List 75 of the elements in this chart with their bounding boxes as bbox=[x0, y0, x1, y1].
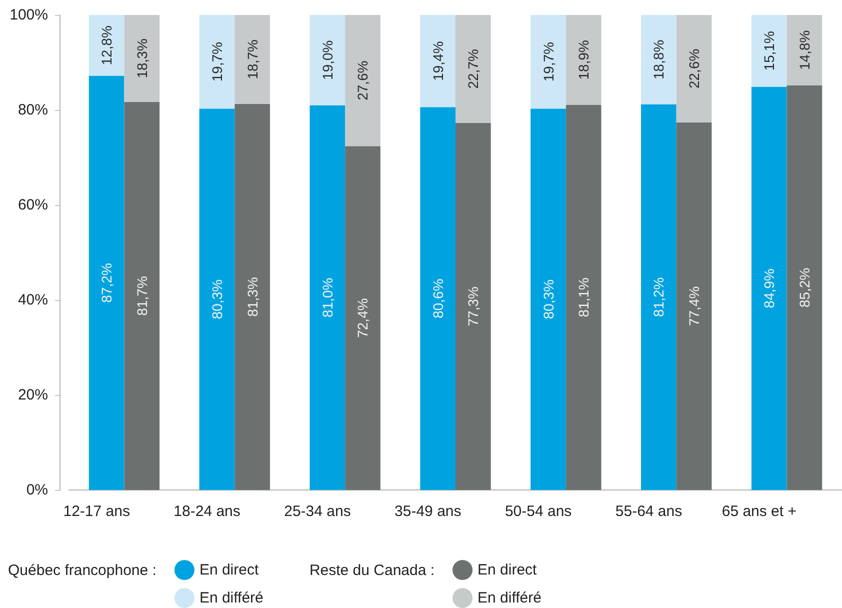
data-label: 18,8% bbox=[650, 40, 667, 80]
data-label: 80,3% bbox=[540, 279, 556, 320]
data-label: 85,2% bbox=[796, 268, 812, 308]
bar bbox=[88, 76, 124, 490]
bar bbox=[124, 15, 160, 102]
data-label: 84,9% bbox=[761, 268, 778, 308]
y-tick-label: 20% bbox=[18, 386, 48, 404]
bar bbox=[751, 86, 787, 490]
data-label: 15,1% bbox=[761, 31, 778, 71]
bar bbox=[566, 104, 602, 490]
data-label: 77,4% bbox=[686, 286, 702, 326]
y-tick-label: 100% bbox=[10, 6, 48, 24]
x-tick-label: 35-49 ans bbox=[394, 503, 462, 520]
x-tick-label: 55-64 ans bbox=[615, 503, 682, 520]
bar bbox=[345, 146, 380, 490]
x-tick-label: 12-17 ans bbox=[63, 503, 130, 520]
bar bbox=[199, 15, 235, 109]
bar bbox=[88, 15, 124, 76]
bar bbox=[641, 15, 676, 104]
bar bbox=[199, 108, 235, 490]
legend-label: En différé bbox=[478, 590, 542, 606]
y-tick-label: 0% bbox=[26, 482, 48, 498]
data-label: 81,0% bbox=[319, 278, 336, 318]
data-label: 18,7% bbox=[244, 40, 260, 80]
data-label: 80,6% bbox=[430, 278, 446, 318]
bar bbox=[676, 15, 712, 122]
y-tick-label: 60% bbox=[18, 196, 48, 214]
data-label: 81,2% bbox=[650, 277, 667, 317]
data-label: 19,4% bbox=[430, 41, 446, 81]
data-label: 18,3% bbox=[134, 38, 150, 78]
bar bbox=[456, 122, 491, 490]
bar bbox=[530, 108, 566, 490]
bar bbox=[124, 102, 160, 490]
text: Québec francophone : bbox=[8, 562, 156, 579]
x-tick-label: 25-34 ans bbox=[284, 503, 351, 520]
bar bbox=[234, 104, 270, 490]
bar bbox=[530, 15, 566, 109]
bar bbox=[751, 15, 787, 87]
data-label: 77,3% bbox=[465, 286, 482, 326]
bar bbox=[786, 15, 822, 86]
data-label: 12,8% bbox=[98, 26, 115, 66]
data-label: 81,7% bbox=[134, 276, 150, 316]
bar bbox=[420, 107, 456, 490]
bar bbox=[676, 122, 712, 490]
bar bbox=[310, 15, 346, 106]
y-tick-label: 40% bbox=[18, 292, 48, 308]
data-label: 19,0% bbox=[319, 40, 336, 80]
data-label: 27,6% bbox=[354, 60, 371, 100]
data-label: 80,3% bbox=[208, 279, 225, 320]
x-tick-label: 65 ans et + bbox=[722, 503, 797, 520]
x-tick-label: 50-54 ans bbox=[504, 503, 572, 520]
data-label: 14,8% bbox=[796, 30, 812, 70]
data-label: 87,2% bbox=[98, 263, 115, 303]
bar bbox=[456, 15, 491, 123]
bar bbox=[310, 105, 346, 490]
y-tick-label: 80% bbox=[18, 102, 48, 118]
bar bbox=[786, 85, 822, 490]
bar bbox=[641, 104, 676, 490]
data-label: 22,7% bbox=[465, 49, 482, 89]
text: Reste du Canada : bbox=[309, 562, 435, 579]
data-label: 19,7% bbox=[208, 42, 225, 82]
data-label: 19,7% bbox=[540, 42, 556, 82]
x-tick-label: 18-24 ans bbox=[174, 503, 240, 520]
bar bbox=[566, 15, 602, 105]
data-label: 18,9% bbox=[576, 40, 592, 80]
legend-label: En direct bbox=[478, 562, 538, 578]
data-label: 72,4% bbox=[354, 298, 371, 338]
bar bbox=[420, 15, 456, 108]
legend-label: En différé bbox=[199, 590, 264, 606]
data-label: 81,1% bbox=[576, 278, 592, 318]
bar bbox=[345, 15, 380, 146]
data-label: 81,3% bbox=[244, 277, 260, 317]
legend-label: En direct bbox=[199, 562, 260, 578]
data-label: 22,6% bbox=[686, 48, 702, 89]
bar bbox=[234, 15, 270, 104]
